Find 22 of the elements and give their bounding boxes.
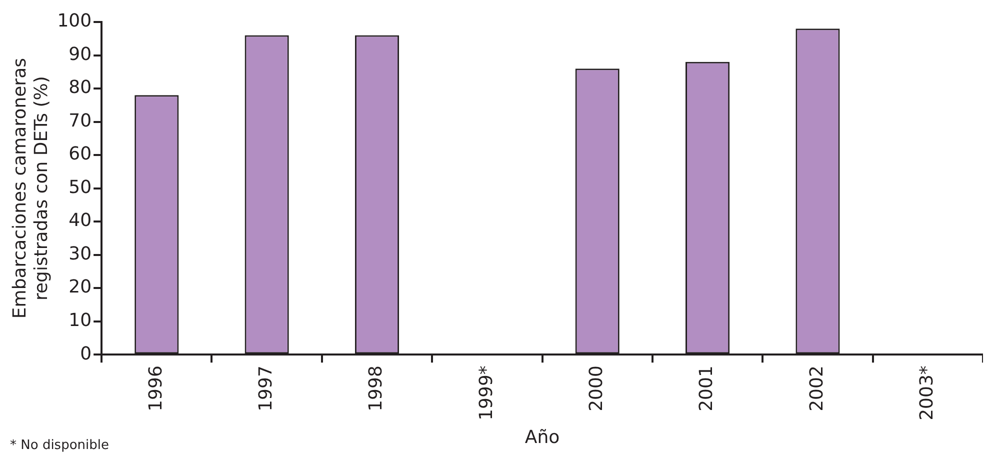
text: * No disponible <box>10 438 109 453</box>
y-axis-title: Embarcaciones camaroneras registradas con DETs (%) <box>9 58 52 319</box>
y-tick-label: 20 <box>68 276 92 298</box>
y-tick-label: 80 <box>68 77 92 98</box>
y-tick-label: 100 <box>57 10 92 32</box>
y-tick-label: 0 <box>80 343 92 364</box>
x-tick-label: 1999* <box>476 366 497 420</box>
x-tick-label: 1998 <box>366 366 387 412</box>
y-tick-label: 70 <box>68 110 92 132</box>
x-tick-label: 1996 <box>145 366 166 412</box>
x-tick-label: 2001 <box>696 366 718 412</box>
x-axis-title: Año <box>524 426 560 448</box>
x-tick-label: 2003* <box>916 366 938 420</box>
y-tick-label: 50 <box>68 176 92 198</box>
y-tick-label: 60 <box>68 144 92 165</box>
y-tick-label: 10 <box>68 310 92 332</box>
x-tick-label: 2002 <box>806 366 828 412</box>
y-tick-label: 40 <box>68 210 92 232</box>
y-tick-label: 90 <box>68 44 92 65</box>
x-tick-label: 1997 <box>256 366 276 412</box>
y-tick-label: 30 <box>68 243 92 264</box>
x-tick-label: 2000 <box>586 366 608 412</box>
